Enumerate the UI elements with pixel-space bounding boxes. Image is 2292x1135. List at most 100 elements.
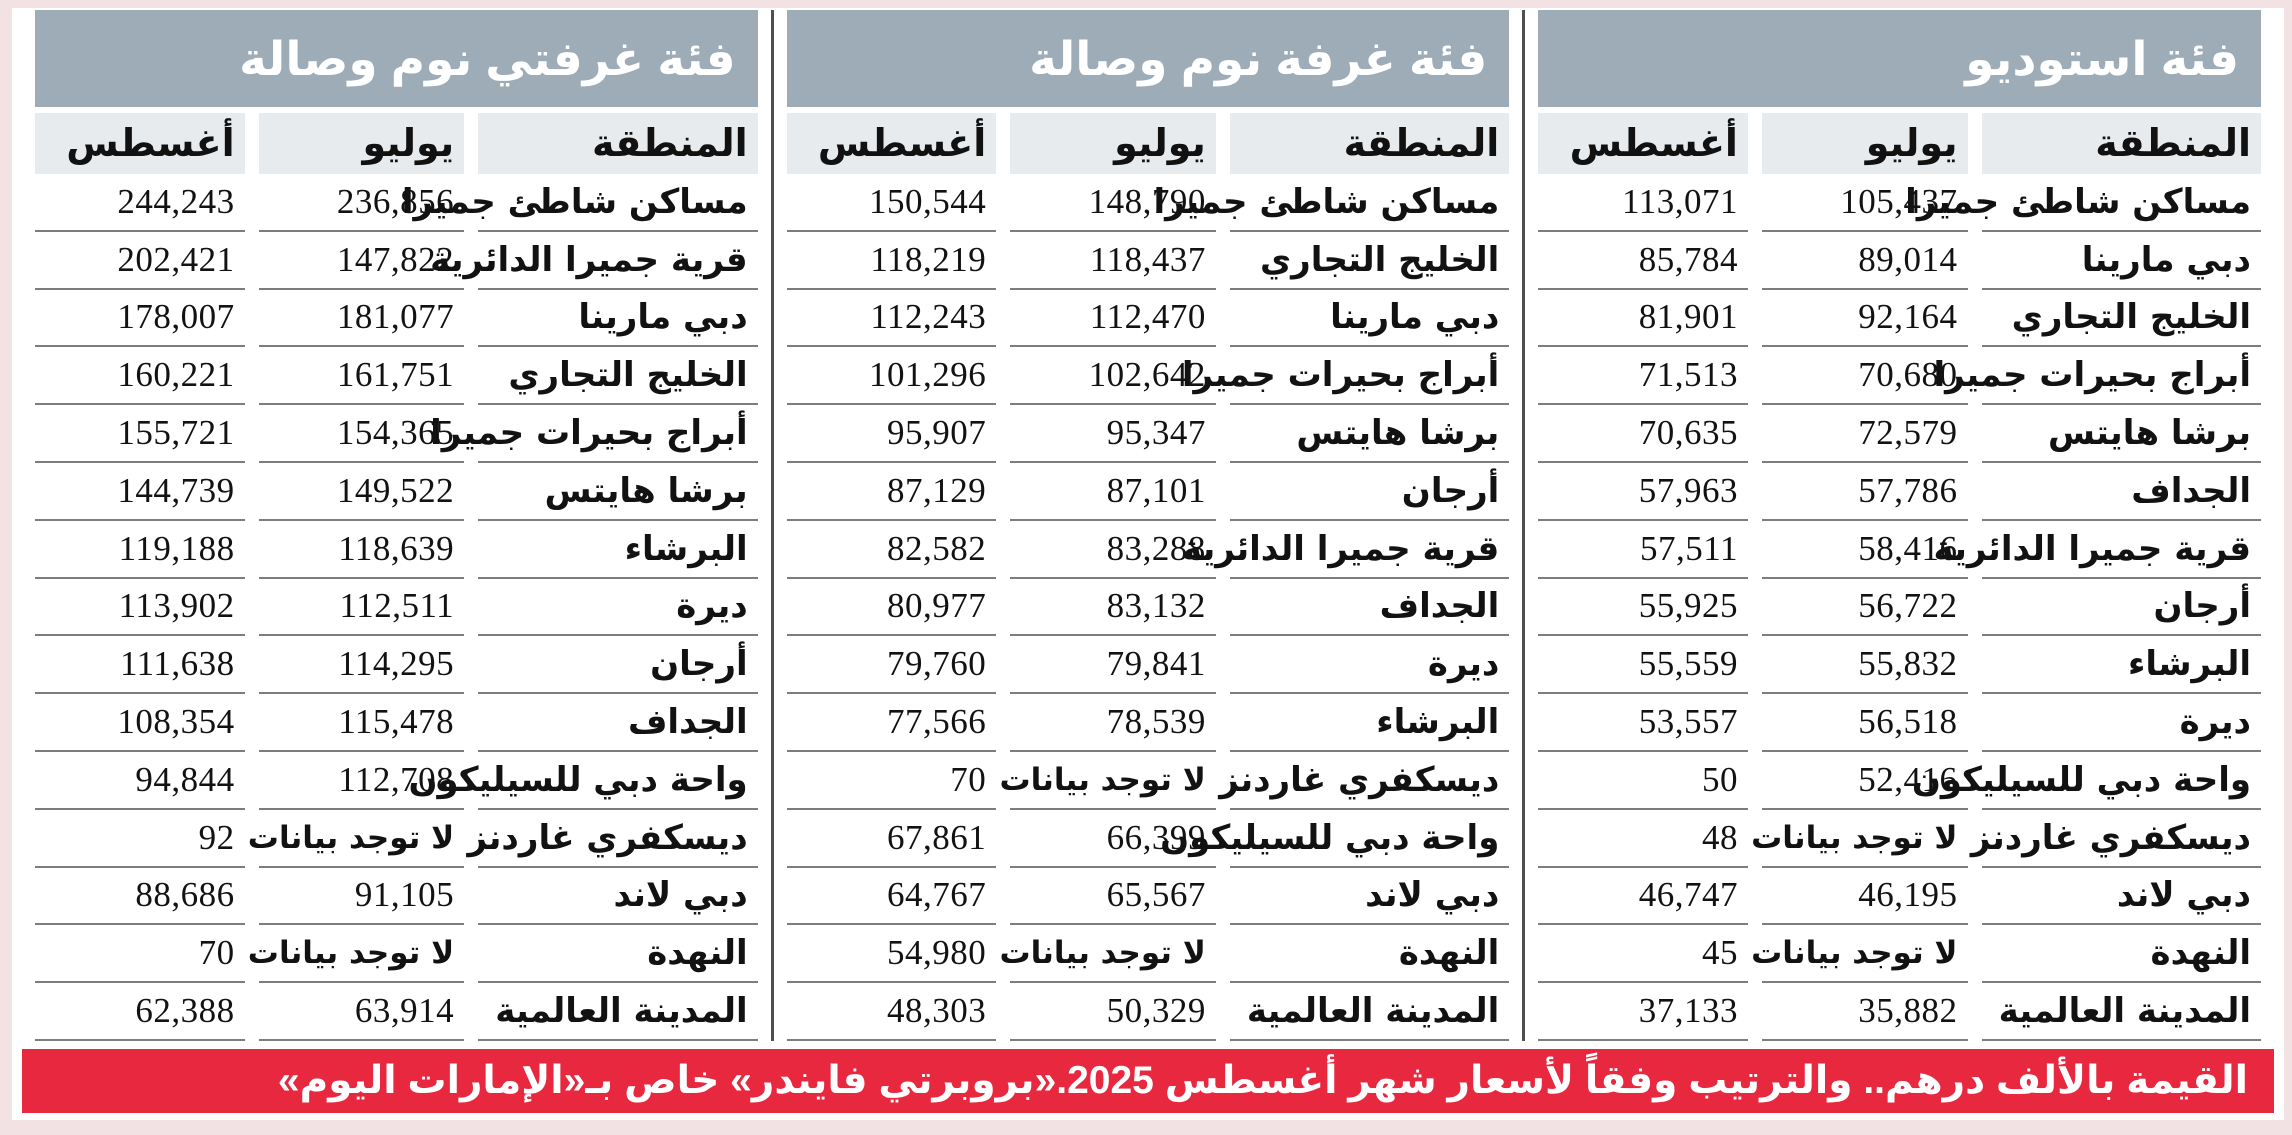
area-cell: ديرة (1981, 694, 2261, 752)
table-row: برشا هايتس 72,579 70,635 (1538, 405, 2261, 463)
july-cell: 70,680 (1761, 347, 1968, 406)
august-cell: 108,354 (35, 694, 245, 752)
july-cell: 57,786 (1761, 463, 1968, 521)
table-row: برشا هايتس 149,522 144,739 (35, 463, 758, 521)
august-cell: 113,071 (1538, 174, 1748, 232)
area-cell: الجداف (1229, 579, 1510, 637)
area-cell: أرجان (478, 636, 758, 695)
area-cell: أرجان (1981, 579, 2261, 637)
july-cell: 78,539 (1010, 694, 1216, 752)
area-cell: دبي لاند (1229, 868, 1510, 926)
column-header-august: أغسطس (1538, 113, 1748, 174)
july-cell: 55,832 (1761, 636, 1968, 695)
area-cell: أبراج بحيرات جميرا (1182, 347, 1510, 406)
table-two-bedroom: فئة غرفتي نوم وصالة المنطقة يوليو أغسطس … (22, 10, 774, 1041)
table-row: دبي مارينا 112,470 112,243 (786, 290, 1510, 348)
july-cell: 83,288 (1010, 521, 1216, 579)
area-cell: برشا هايتس (1229, 405, 1510, 463)
table-row: الجداف 115,478 108,354 (35, 694, 758, 752)
july-cell: 148,790 (1010, 174, 1216, 232)
july-cell: لا توجد بيانات (1751, 925, 1968, 984)
august-cell: 111,638 (35, 636, 245, 695)
table-row: ديرة 56,518 53,557 (1538, 694, 2261, 752)
area-cell: ديسكفري غاردنز (1219, 752, 1510, 810)
table-row: ديسكفري غاردنز لا توجد بيانات 48 (1538, 810, 2261, 868)
august-cell: 87,129 (786, 463, 997, 521)
column-header-august: أغسطس (786, 113, 997, 174)
area-cell: النهدة (1229, 925, 1510, 984)
column-header-area: المنطقة (478, 113, 758, 174)
august-cell: 57,511 (1538, 521, 1748, 579)
table-row: واحة دبي للسيليكون 66,399 67,861 (786, 810, 1510, 868)
table-title: فئة غرفتي نوم وصالة (239, 31, 736, 85)
july-cell: 114,295 (258, 636, 465, 695)
area-cell: مساكن شاطئ جميرا (402, 174, 758, 232)
july-cell: 72,579 (1761, 405, 1968, 463)
table-row: دبي لاند 91,105 88,686 (35, 868, 758, 926)
table-row: واحة دبي للسيليكون 52,416 50 (1538, 752, 2261, 810)
area-cell: دبي مارينا (1229, 290, 1510, 348)
table-row: دبي مارينا 181,077 178,007 (35, 290, 758, 348)
table-rows: مساكن شاطئ جميرا 105,437 113,071 دبي مارينا… (1538, 174, 2261, 1041)
area-cell: المدينة العالمية (1229, 983, 1510, 1041)
august-cell: 144,739 (35, 463, 245, 521)
table-row: مساكن شاطئ جميرا 236,856 244,243 (35, 174, 758, 232)
july-cell: 79,841 (1010, 636, 1216, 695)
table-row: البرشاء 118,639 119,188 (35, 521, 758, 579)
august-cell: 119,188 (35, 521, 245, 579)
august-cell: 85,784 (1538, 232, 1748, 290)
table-row: ديسكفري غاردنز لا توجد بيانات 70 (786, 752, 1510, 810)
area-cell: برشا هايتس (478, 463, 758, 521)
july-cell: 105,437 (1761, 174, 1968, 232)
table-row: دبي مارينا 89,014 85,784 (1538, 232, 2261, 290)
july-cell: 112,470 (1010, 290, 1216, 348)
august-cell: 48 (1538, 810, 1748, 868)
table-row: برشا هايتس 95,347 95,907 (786, 405, 1510, 463)
august-cell: 46,747 (1538, 868, 1748, 926)
table-title-bar: فئة غرفة نوم وصالة (786, 10, 1510, 107)
august-cell: 160,221 (35, 347, 245, 406)
august-cell: 77,566 (786, 694, 997, 752)
august-cell: 62,388 (35, 983, 245, 1041)
august-cell: 202,421 (35, 232, 245, 290)
column-header-august: أغسطس (35, 113, 245, 174)
area-cell: دبي مارينا (1981, 232, 2261, 290)
august-cell: 82,582 (786, 521, 997, 579)
july-cell: 46,195 (1761, 868, 1968, 926)
july-cell: 102,642 (1010, 347, 1216, 406)
august-cell: 67,861 (786, 810, 997, 868)
area-cell: واحة دبي للسيليكون (408, 752, 758, 810)
july-cell: 63,914 (258, 983, 465, 1041)
area-cell: البرشاء (478, 521, 758, 579)
july-cell: 149,522 (258, 463, 465, 521)
column-headers: المنطقة يوليو أغسطس (35, 113, 758, 174)
august-cell: 50 (1538, 752, 1748, 810)
august-cell: 178,007 (35, 290, 245, 348)
july-cell: 50,329 (1010, 983, 1216, 1041)
august-cell: 95,907 (786, 405, 997, 463)
july-cell: 91,105 (258, 868, 465, 926)
july-cell: 56,518 (1761, 694, 1968, 752)
area-cell: أرجان (1229, 463, 1510, 521)
august-cell: 64,767 (786, 868, 997, 926)
july-cell: 147,822 (258, 232, 465, 290)
august-cell: 79,760 (786, 636, 997, 695)
july-cell: 52,416 (1761, 752, 1968, 810)
august-cell: 53,557 (1538, 694, 1748, 752)
column-headers: المنطقة يوليو أغسطس (1538, 113, 2261, 174)
july-cell: 65,567 (1010, 868, 1216, 926)
tables-row: فئة استوديو المنطقة يوليو أغسطس مساكن شا… (12, 8, 2284, 1041)
area-cell: دبي لاند (1981, 868, 2261, 926)
july-cell: 154,365 (258, 405, 465, 463)
table-row: واحة دبي للسيليكون 112,708 94,844 (35, 752, 758, 810)
area-cell: ديسكفري غاردنز (468, 810, 758, 868)
august-cell: 45 (1538, 925, 1748, 984)
august-cell: 70 (786, 752, 997, 810)
area-cell: البرشاء (1981, 636, 2261, 695)
july-cell: لا توجد بيانات (248, 810, 465, 868)
area-cell: مساكن شاطئ جميرا (1905, 174, 2261, 232)
august-cell: 71,513 (1538, 347, 1748, 406)
table-rows: مساكن شاطئ جميرا 236,856 244,243 قرية جميرا… (35, 174, 758, 1041)
footer-note: القيمة بالألف درهم.. والترتيب وفقاً لأسع… (1056, 1059, 2248, 1103)
footer-banner: القيمة بالألف درهم.. والترتيب وفقاً لأسع… (22, 1048, 2274, 1113)
